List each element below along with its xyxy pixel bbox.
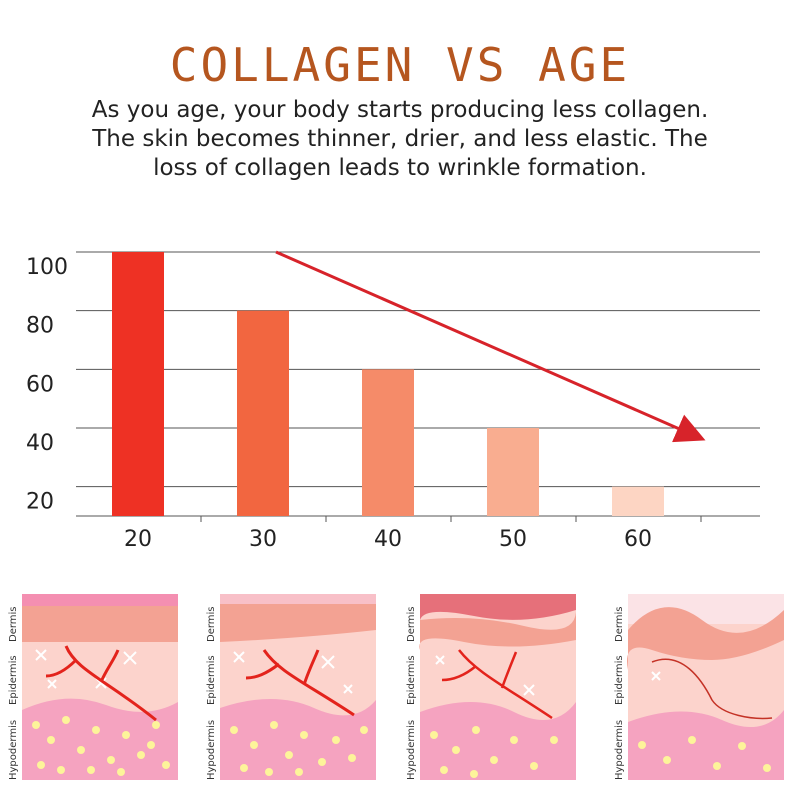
bar: [612, 486, 664, 516]
bar: [112, 252, 164, 516]
x-tick-label: 20: [124, 527, 152, 550]
bar: [362, 369, 414, 516]
collagen-bar-chart: 100 80 60 40 20 20 30 40 50 60: [26, 250, 760, 550]
y-tick-label: 60: [26, 372, 54, 397]
bar: [487, 428, 539, 516]
skin-cross-section: [627, 594, 784, 780]
subtitle-line: As you age, your body starts producing l…: [91, 97, 709, 123]
skin-layer-label: Hypodermis: [406, 719, 417, 780]
y-tick-label: 20: [26, 490, 54, 515]
skin-layer-label: Hypodermis: [8, 719, 19, 780]
bar: [237, 310, 289, 516]
y-tick-label: 40: [26, 431, 54, 456]
skin-layer-label: Dermis: [8, 606, 19, 642]
skin-layer-label: Dermis: [614, 606, 625, 642]
x-tick-label: 30: [249, 527, 277, 550]
skin-layer-label: Dermis: [406, 606, 417, 642]
skin-layer-label: Dermis: [206, 606, 217, 642]
skin-layer-label: Epidermis: [206, 655, 217, 705]
skin-panel-age-40: [404, 590, 576, 780]
page-title: COLLAGEN VS AGE: [169, 38, 631, 92]
skin-cross-section: [419, 594, 576, 780]
skin-panel-age-60: [612, 590, 784, 780]
y-tick-label: 80: [26, 314, 54, 339]
page-subtitle: As you age, your body starts producing l…: [40, 96, 760, 183]
skin-cross-section: [22, 594, 178, 780]
skin-panel-age-30: [204, 590, 376, 780]
x-tick-label: 50: [499, 527, 527, 550]
skin-layer-label: Epidermis: [406, 655, 417, 705]
skin-layer-label: Epidermis: [8, 655, 19, 705]
subtitle-line: The skin becomes thinner, drier, and les…: [92, 126, 708, 152]
x-tick-label: 60: [624, 527, 652, 550]
x-tick-label: 40: [374, 527, 402, 550]
skin-panel-age-20: [6, 590, 178, 780]
skin-cross-section: [220, 594, 376, 780]
skin-layer-label: Epidermis: [614, 655, 625, 705]
subtitle-line: loss of collagen leads to wrinkle format…: [153, 155, 647, 181]
skin-layer-label: Hypodermis: [206, 719, 217, 780]
trend-arrow: [275, 250, 706, 443]
y-tick-label: 100: [26, 255, 68, 280]
skin-layer-label: Hypodermis: [614, 719, 625, 780]
